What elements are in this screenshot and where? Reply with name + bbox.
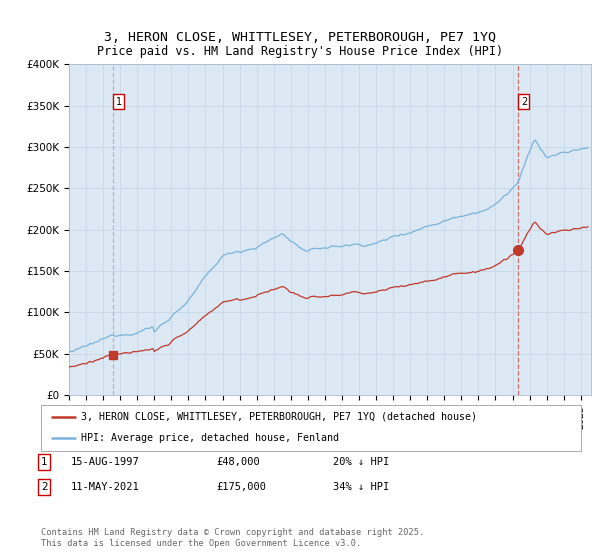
Text: 2: 2 xyxy=(521,96,527,106)
Text: 3, HERON CLOSE, WHITTLESEY, PETERBOROUGH, PE7 1YQ: 3, HERON CLOSE, WHITTLESEY, PETERBOROUGH… xyxy=(104,31,496,44)
Text: Price paid vs. HM Land Registry's House Price Index (HPI): Price paid vs. HM Land Registry's House … xyxy=(97,45,503,58)
Text: 3, HERON CLOSE, WHITTLESEY, PETERBOROUGH, PE7 1YQ (detached house): 3, HERON CLOSE, WHITTLESEY, PETERBOROUGH… xyxy=(82,412,478,422)
Text: 2: 2 xyxy=(41,482,47,492)
Text: Contains HM Land Registry data © Crown copyright and database right 2025.
This d: Contains HM Land Registry data © Crown c… xyxy=(41,528,424,548)
Text: £175,000: £175,000 xyxy=(216,482,266,492)
Text: 15-AUG-1997: 15-AUG-1997 xyxy=(71,457,140,467)
Text: 1: 1 xyxy=(41,457,47,467)
Text: 20% ↓ HPI: 20% ↓ HPI xyxy=(333,457,389,467)
Text: 11-MAY-2021: 11-MAY-2021 xyxy=(71,482,140,492)
Text: £48,000: £48,000 xyxy=(216,457,260,467)
Text: 1: 1 xyxy=(116,96,122,106)
Text: 34% ↓ HPI: 34% ↓ HPI xyxy=(333,482,389,492)
Text: HPI: Average price, detached house, Fenland: HPI: Average price, detached house, Fenl… xyxy=(82,433,340,443)
